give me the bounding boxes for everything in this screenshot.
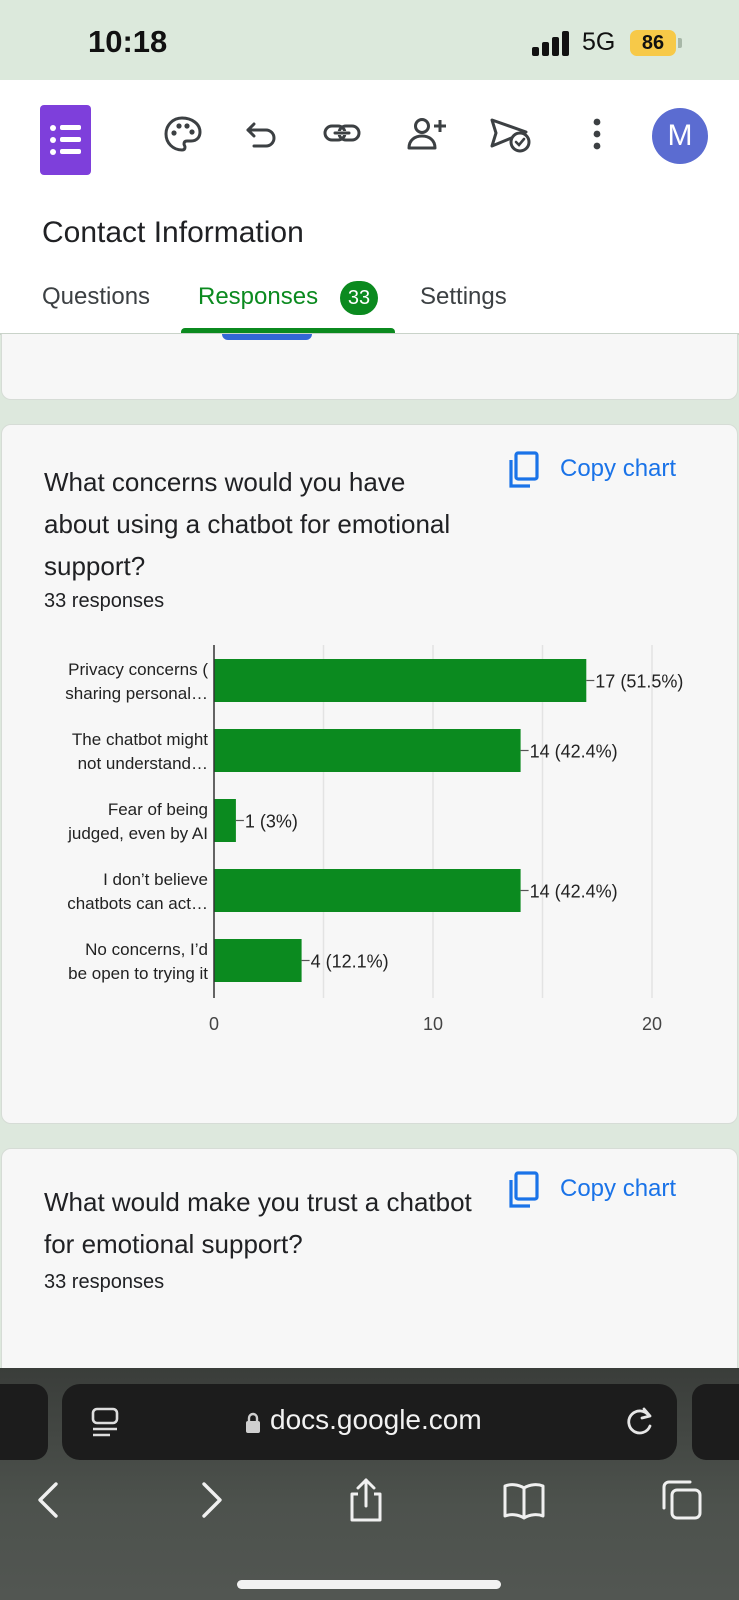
browser-toolbar: docs.google.com <box>0 1368 739 1600</box>
copy-chart-label: Copy chart <box>560 455 677 482</box>
tab-settings[interactable]: Settings <box>420 283 507 310</box>
tab-questions[interactable]: Questions <box>42 283 151 310</box>
x-tick-label: 20 <box>642 1014 662 1034</box>
address-bar[interactable]: docs.google.com <box>62 1384 677 1460</box>
tabs-overview-icon[interactable] <box>660 1478 704 1522</box>
send-publish-icon[interactable] <box>488 112 532 156</box>
avatar[interactable]: M <box>652 108 708 164</box>
undo-icon[interactable] <box>240 112 284 156</box>
link-icon[interactable] <box>320 112 364 156</box>
previous-tab-preview[interactable] <box>0 1384 48 1460</box>
bar <box>214 869 521 912</box>
copy-chart-button-next[interactable]: Copy chart <box>508 1171 708 1211</box>
category-label: Fear of being <box>108 800 208 819</box>
data-label: 4 (12.1%) <box>311 952 389 972</box>
active-tab-indicator <box>181 328 395 334</box>
bar <box>214 799 236 842</box>
add-collaborator-icon[interactable] <box>404 112 448 156</box>
reload-icon[interactable] <box>622 1404 656 1440</box>
response-count: 33 responses <box>44 590 165 612</box>
bar <box>214 729 521 772</box>
bookmarks-icon[interactable] <box>502 1478 546 1522</box>
form-title: Contact Information <box>42 216 304 249</box>
responses-count-badge: 33 <box>340 281 378 315</box>
previous-question-card <box>1 334 738 400</box>
question-title-next: What would make you trust a chatbot for … <box>44 1187 472 1259</box>
copy-chart-label-next: Copy chart <box>560 1175 677 1202</box>
battery-tip <box>678 38 682 48</box>
tab-bar: Questions Responses 33 Settings <box>0 275 739 334</box>
x-tick-label: 0 <box>209 1014 219 1034</box>
back-icon[interactable] <box>28 1478 72 1522</box>
share-icon[interactable] <box>344 1478 388 1522</box>
category-label: not understand… <box>78 754 208 773</box>
data-label: 17 (51.5%) <box>595 672 683 692</box>
signal-icon <box>532 30 572 56</box>
copy-chart-button[interactable]: Copy chart <box>508 451 708 491</box>
bar <box>214 659 587 702</box>
x-tick-label: 10 <box>423 1014 443 1034</box>
category-label: sharing personal… <box>65 684 208 703</box>
category-label: Privacy concerns ( <box>68 660 208 679</box>
bar-chart: 17 (51.5%) Privacy concerns ( sharing pers… <box>2 635 739 1055</box>
category-label: be open to trying it <box>68 964 208 983</box>
palette-icon[interactable] <box>160 112 204 156</box>
more-vert-icon[interactable] <box>575 112 619 156</box>
app-header: M Contact Information Questions Response… <box>0 80 739 335</box>
question-title: What concerns would you have about using… <box>44 467 451 581</box>
data-label: 1 (3%) <box>245 812 298 832</box>
category-label: The chatbot might <box>72 730 208 749</box>
status-time: 10:18 <box>88 24 168 59</box>
network-type: 5G <box>582 28 616 56</box>
url-text: docs.google.com <box>270 1404 482 1435</box>
status-bar: 10:18 5G 86 <box>0 0 739 80</box>
question-card: What concerns would you have about using… <box>1 424 738 1124</box>
home-indicator[interactable] <box>237 1580 501 1589</box>
category-label: chatbots can act… <box>67 894 208 913</box>
category-label: I don’t believe <box>103 870 208 889</box>
tab-responses[interactable]: Responses <box>198 283 319 310</box>
battery-icon: 86 <box>630 30 676 56</box>
bar-chart-svg: 17 (51.5%) Privacy concerns ( sharing pers… <box>65 645 683 1034</box>
category-label: judged, even by AI <box>67 824 208 843</box>
copy-icon <box>509 451 539 488</box>
reader-menu-icon[interactable] <box>90 1406 120 1438</box>
google-forms-logo[interactable] <box>40 105 91 175</box>
bar <box>214 939 302 982</box>
data-label: 14 (42.4%) <box>530 742 618 762</box>
next-tab-preview[interactable] <box>692 1384 739 1460</box>
category-label: No concerns, I’d <box>85 940 208 959</box>
copy-icon <box>509 1171 539 1208</box>
pie-chart-edge <box>222 334 312 340</box>
forward-icon[interactable] <box>188 1478 232 1522</box>
data-label: 14 (42.4%) <box>530 882 618 902</box>
lock-icon <box>246 1412 260 1433</box>
response-count-next: 33 responses <box>44 1271 165 1293</box>
